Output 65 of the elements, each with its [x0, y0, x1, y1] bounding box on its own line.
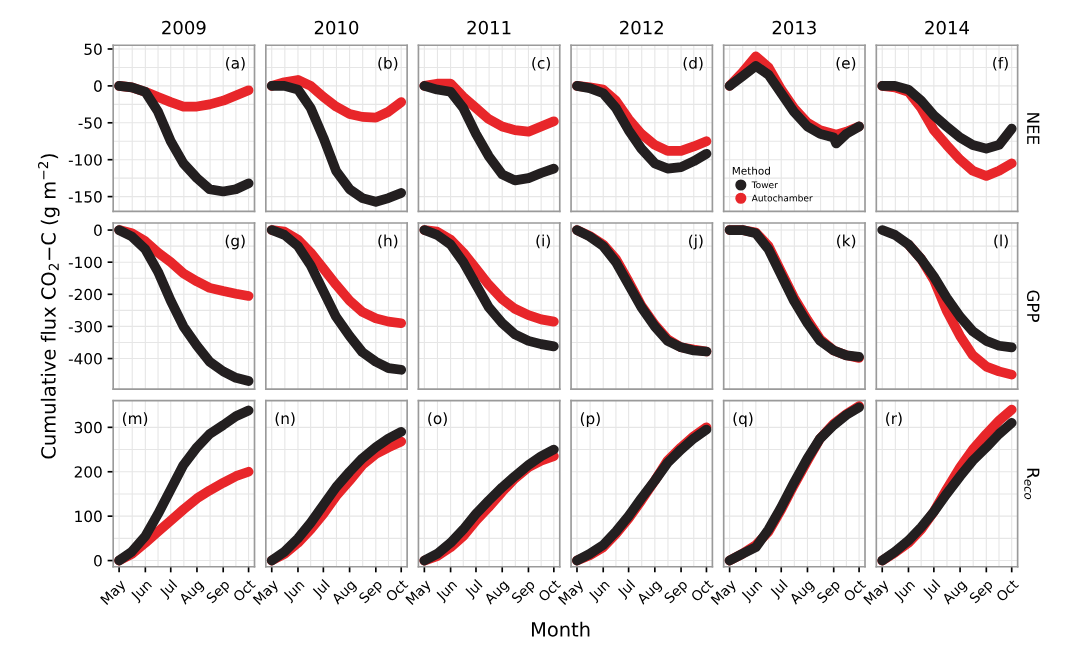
annotation: (l) — [994, 234, 1008, 249]
x-tick-label: Oct — [995, 578, 1020, 603]
annotation: (m) — [122, 412, 148, 426]
annotation: (i) — [536, 234, 550, 249]
y-tick-label: -300 — [68, 320, 102, 333]
annotation: (c) — [532, 56, 550, 71]
x-tick-label: Jun — [282, 579, 307, 604]
chart-title: 2013 — [772, 20, 816, 35]
text: GPP — [1026, 290, 1040, 322]
x-tick-label: Sep — [816, 578, 843, 606]
y-tick-label: -400 — [68, 353, 102, 365]
annotation: (f) — [993, 56, 1008, 71]
x-tick-label: Sep — [510, 578, 538, 606]
x-tick-label: Sep — [358, 578, 385, 606]
y-tick-label: -50 — [78, 117, 102, 129]
annotation: (h) — [378, 234, 398, 249]
x-tick-label: Jul — [768, 579, 790, 600]
annotation: (e) — [836, 56, 856, 71]
x-tick-label: Jul — [311, 579, 332, 600]
text: R$_{eco}$ — [1024, 468, 1040, 500]
annotation: (r) — [886, 412, 902, 426]
x-tick-label: Sep — [968, 578, 996, 606]
chart-title: 2010 — [314, 20, 359, 35]
x-axis-title: Month — [532, 621, 590, 637]
text: NEE — [1027, 113, 1040, 145]
x-tick-label: Sep — [663, 578, 691, 606]
y-axis-title: Cumulative flux CO$_{2}$−C (g m$^{−2}$) — [37, 154, 60, 459]
y-tick-label: 200 — [74, 466, 102, 478]
x-tick-label: Jun — [740, 579, 765, 604]
x-tick-label: Jul — [463, 579, 485, 600]
y-tick-label: 0 — [94, 555, 102, 567]
chart-title: 2012 — [620, 20, 663, 35]
x-tick-label: Jun — [587, 579, 612, 604]
x-tick-label: Jul — [616, 579, 638, 600]
annotation: (q) — [733, 412, 753, 428]
y-tick-label: 50 — [84, 43, 102, 55]
chart-title: 2011 — [467, 20, 511, 35]
legend-label: Autochamber — [751, 194, 813, 202]
annotation: (b) — [378, 56, 398, 71]
y-tick-label: 0 — [94, 224, 102, 237]
annotation: (p) — [580, 412, 600, 428]
x-tick-label: Sep — [205, 578, 233, 606]
legend-title: Method — [732, 166, 770, 175]
annotation: (n) — [275, 412, 295, 426]
y-tick-label: 100 — [75, 510, 102, 523]
annotation: (d) — [683, 56, 703, 71]
x-tick-label: Jun — [892, 579, 918, 604]
y-tick-label: -200 — [68, 288, 102, 301]
legend-label: Tower — [751, 181, 778, 189]
y-tick-label: -100 — [68, 256, 102, 269]
annotation: (j) — [689, 234, 703, 250]
y-tick-label: 0 — [94, 80, 102, 92]
annotation: (k) — [837, 234, 856, 249]
y-tick-label: -100 — [68, 154, 102, 166]
x-tick-label: Jul — [921, 579, 943, 600]
x-tick-label: Jun — [435, 579, 460, 604]
chart-title: 2009 — [162, 20, 206, 35]
y-tick-label: -150 — [68, 191, 102, 203]
annotation: (a) — [226, 56, 245, 71]
y-tick-label: 300 — [74, 421, 102, 434]
annotation: (o) — [428, 412, 447, 426]
annotation: (g) — [225, 234, 245, 250]
x-tick-label: Jul — [158, 579, 180, 600]
chart-title: 2014 — [925, 20, 969, 35]
x-tick-label: Jun — [129, 579, 154, 604]
